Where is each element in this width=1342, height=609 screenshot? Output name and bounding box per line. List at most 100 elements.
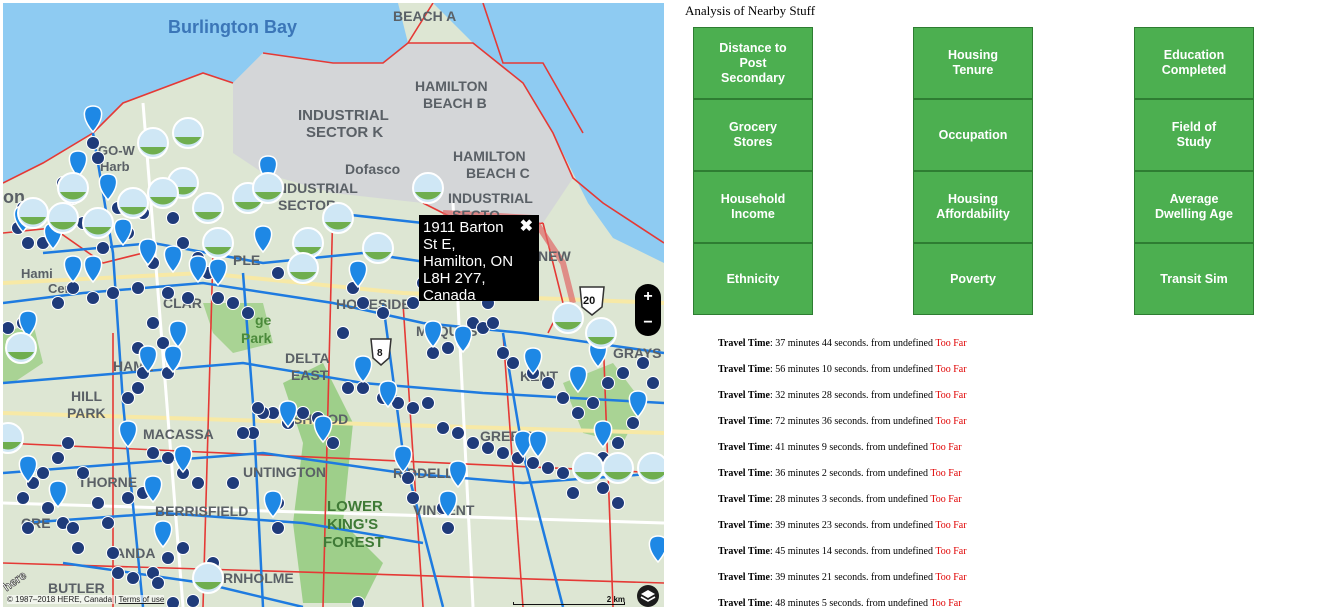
housing-tenure-button[interactable]: Housing Tenure [913, 27, 1033, 99]
location-dot-marker[interactable] [111, 566, 125, 580]
location-dot-marker[interactable] [91, 151, 105, 165]
location-dot-marker[interactable] [611, 436, 625, 450]
location-pin-marker[interactable] [18, 455, 38, 484]
location-dot-marker[interactable] [421, 396, 435, 410]
location-dot-marker[interactable] [101, 516, 115, 530]
location-dot-marker[interactable] [611, 496, 625, 510]
location-dot-marker[interactable] [151, 576, 165, 590]
location-dot-marker[interactable] [326, 436, 340, 450]
location-dot-marker[interactable] [131, 381, 145, 395]
location-dot-marker[interactable] [351, 596, 365, 608]
map-view[interactable]: Burlington Bay BEACH A HAMILTON BEACH B … [3, 3, 664, 607]
location-pin-marker[interactable] [168, 320, 188, 349]
location-dot-marker[interactable] [571, 406, 585, 420]
location-dot-marker[interactable] [626, 416, 640, 430]
location-dot-marker[interactable] [66, 521, 80, 535]
grocery-stores-button[interactable]: Grocery Stores [693, 99, 813, 171]
location-pin-marker[interactable] [173, 445, 193, 474]
location-dot-marker[interactable] [556, 391, 570, 405]
location-dot-marker[interactable] [586, 396, 600, 410]
location-dot-marker[interactable] [441, 341, 455, 355]
location-pin-marker[interactable] [138, 238, 158, 267]
location-pin-marker[interactable] [353, 355, 373, 384]
location-dot-marker[interactable] [146, 316, 160, 330]
location-dot-marker[interactable] [161, 451, 175, 465]
location-pin-marker[interactable] [438, 490, 458, 519]
location-dot-marker[interactable] [226, 476, 240, 490]
location-dot-marker[interactable] [486, 316, 500, 330]
location-dot-marker[interactable] [41, 501, 55, 515]
location-pin-marker[interactable] [143, 475, 163, 504]
location-pin-marker[interactable] [313, 415, 333, 444]
location-dot-marker[interactable] [66, 281, 80, 295]
occupation-button[interactable]: Occupation [913, 99, 1033, 171]
housing-affordability-button[interactable]: Housing Affordability [913, 171, 1033, 243]
location-dot-marker[interactable] [236, 426, 250, 440]
location-dot-marker[interactable] [406, 491, 420, 505]
location-dot-marker[interactable] [341, 381, 355, 395]
location-dot-marker[interactable] [181, 291, 195, 305]
location-dot-marker[interactable] [376, 306, 390, 320]
location-pin-marker[interactable] [83, 105, 103, 134]
location-dot-marker[interactable] [226, 296, 240, 310]
location-dot-marker[interactable] [186, 594, 200, 608]
average-dwelling-age-button[interactable]: Average Dwelling Age [1134, 171, 1254, 243]
location-pin-marker[interactable] [648, 535, 664, 564]
location-dot-marker[interactable] [356, 381, 370, 395]
location-dot-marker[interactable] [506, 356, 520, 370]
location-pin-marker[interactable] [593, 420, 613, 449]
location-pin-marker[interactable] [48, 480, 68, 509]
location-dot-marker[interactable] [406, 296, 420, 310]
education-completed-button[interactable]: Education Completed [1134, 27, 1254, 99]
location-dot-marker[interactable] [166, 596, 180, 608]
location-dot-marker[interactable] [146, 446, 160, 460]
location-dot-marker[interactable] [526, 456, 540, 470]
zoom-out-button[interactable]: − [643, 314, 653, 331]
location-dot-marker[interactable] [51, 451, 65, 465]
location-dot-marker[interactable] [166, 211, 180, 225]
location-pin-marker[interactable] [163, 345, 183, 374]
location-pin-marker[interactable] [378, 380, 398, 409]
location-dot-marker[interactable] [156, 336, 170, 350]
location-pin-marker[interactable] [628, 390, 648, 419]
location-dot-marker[interactable] [296, 406, 310, 420]
poverty-button[interactable]: Poverty [913, 243, 1033, 315]
location-pin-marker[interactable] [113, 218, 133, 247]
location-dot-marker[interactable] [61, 436, 75, 450]
location-dot-marker[interactable] [481, 441, 495, 455]
location-pin-marker[interactable] [393, 445, 413, 474]
household-income-button[interactable]: Household Income [693, 171, 813, 243]
location-dot-marker[interactable] [496, 446, 510, 460]
location-dot-marker[interactable] [596, 481, 610, 495]
location-pin-marker[interactable] [528, 430, 548, 459]
location-dot-marker[interactable] [406, 401, 420, 415]
location-dot-marker[interactable] [121, 391, 135, 405]
terms-of-use-link[interactable]: Terms of use [118, 595, 165, 604]
location-dot-marker[interactable] [426, 346, 440, 360]
close-icon[interactable]: ✖ [519, 218, 533, 235]
location-dot-marker[interactable] [176, 541, 190, 555]
location-dot-marker[interactable] [16, 491, 30, 505]
location-dot-marker[interactable] [271, 521, 285, 535]
location-dot-marker[interactable] [96, 241, 110, 255]
location-dot-marker[interactable] [176, 236, 190, 250]
location-pin-marker[interactable] [453, 325, 473, 354]
location-dot-marker[interactable] [451, 426, 465, 440]
transit-sim-button[interactable]: Transit Sim [1134, 243, 1254, 315]
location-pin-marker[interactable] [253, 225, 273, 254]
location-pin-marker[interactable] [118, 420, 138, 449]
location-dot-marker[interactable] [86, 136, 100, 150]
location-pin-marker[interactable] [523, 347, 543, 376]
location-dot-marker[interactable] [76, 466, 90, 480]
location-dot-marker[interactable] [336, 326, 350, 340]
location-dot-marker[interactable] [541, 376, 555, 390]
location-dot-marker[interactable] [86, 291, 100, 305]
location-dot-marker[interactable] [71, 541, 85, 555]
zoom-in-button[interactable]: + [643, 288, 653, 305]
location-dot-marker[interactable] [496, 346, 510, 360]
location-pin-marker[interactable] [63, 255, 83, 284]
location-dot-marker[interactable] [566, 486, 580, 500]
location-dot-marker[interactable] [21, 521, 35, 535]
location-dot-marker[interactable] [541, 461, 555, 475]
location-dot-marker[interactable] [636, 356, 650, 370]
